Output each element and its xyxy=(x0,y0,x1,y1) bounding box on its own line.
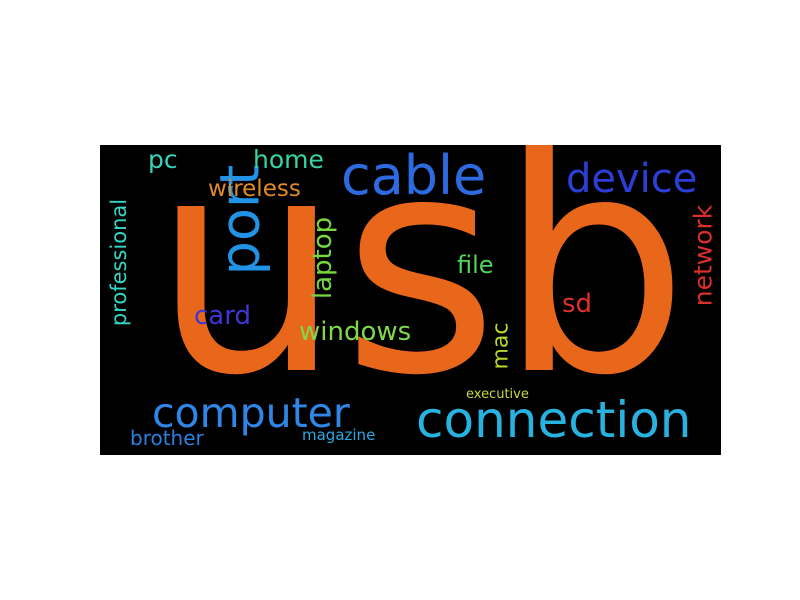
word-cable: cable xyxy=(341,145,487,207)
word-wireless: wireless xyxy=(208,176,301,202)
word-home: home xyxy=(253,145,324,174)
word-connection: connection xyxy=(416,391,692,449)
word-professional: professional xyxy=(107,198,132,327)
word-magazine: magazine xyxy=(302,426,376,444)
word-brother: brother xyxy=(130,426,204,450)
word-device: device xyxy=(566,156,698,202)
word-sd: sd xyxy=(562,289,593,319)
word-pc: pc xyxy=(148,145,178,174)
word-windows: windows xyxy=(299,317,412,347)
word-cloud: usb connection computer cable port devic… xyxy=(100,145,721,455)
word-file: file xyxy=(457,251,494,279)
word-network: network xyxy=(688,204,718,307)
word-mac: mac xyxy=(488,322,514,370)
word-executive: executive xyxy=(466,387,529,402)
word-usb: usb xyxy=(152,145,689,441)
word-computer: computer xyxy=(152,389,350,437)
word-laptop: laptop xyxy=(308,216,339,300)
word-card: card xyxy=(194,301,251,331)
